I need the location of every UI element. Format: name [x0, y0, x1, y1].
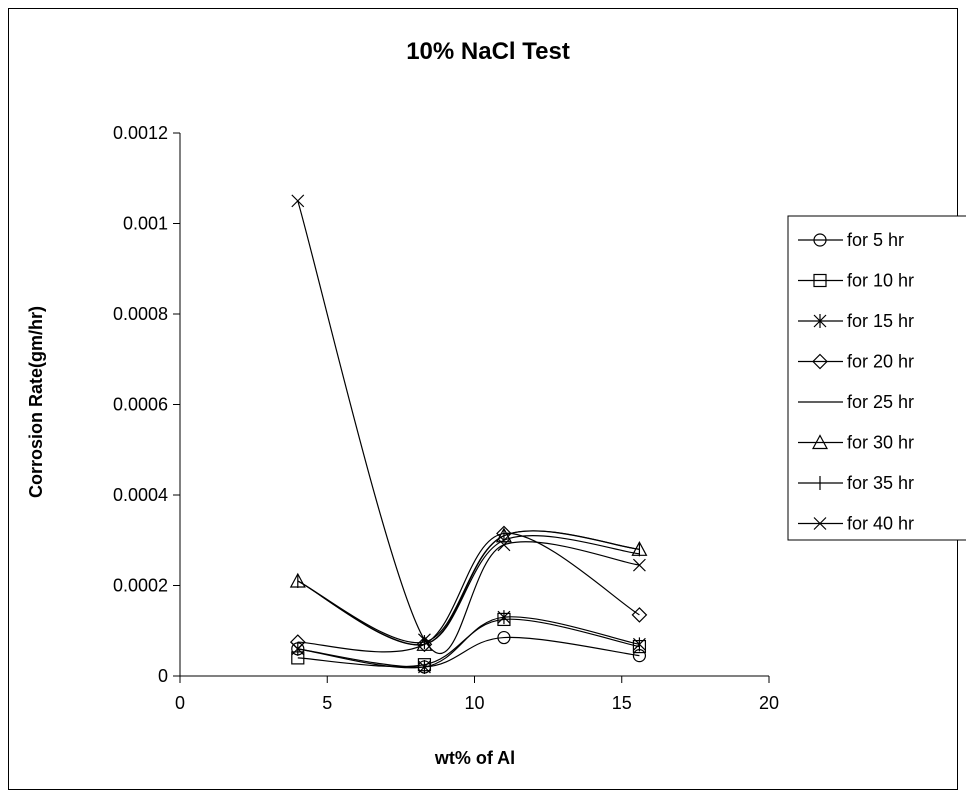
series-line [297, 616, 640, 669]
y-tick-label: 0.0008 [113, 304, 168, 324]
legend-label: for 35 hr [847, 473, 914, 493]
legend-item: for 10 hr [798, 271, 914, 291]
legend-item: for 30 hr [798, 433, 914, 453]
legend-item: for 35 hr [798, 473, 914, 493]
legend-label: for 40 hr [847, 514, 914, 534]
data-point-diamond [416, 636, 433, 653]
legend-label: for 25 hr [847, 392, 914, 412]
legend-marker-square [813, 273, 827, 288]
data-point-circle [497, 630, 511, 645]
legend-label: for 5 hr [847, 230, 904, 250]
data-point-diamond [289, 634, 306, 650]
legend-label: for 10 hr [847, 271, 914, 291]
y-tick-label: 0.0002 [113, 576, 168, 596]
series-8 [291, 194, 646, 654]
y-tick-label: 0.0006 [113, 395, 168, 415]
series-3 [291, 610, 646, 674]
data-point-x [497, 538, 511, 552]
legend-marker-x [813, 517, 827, 530]
x-axis-label: wt% of Al [434, 748, 515, 768]
data-point-asterisk [497, 610, 511, 625]
legend: for 5 hr for 10 hr for 15 hr for 20 hr for … [787, 215, 966, 541]
y-tick-label: 0.0012 [113, 123, 168, 143]
legend-label: for 30 hr [847, 433, 914, 453]
chart-title: 10% NaCl Test [406, 38, 570, 65]
series-line [297, 530, 640, 644]
legend-item: for 40 hr [798, 514, 914, 534]
series-4 [289, 525, 648, 653]
legend-item: for 20 hr [798, 352, 914, 372]
series-7 [297, 528, 641, 650]
series-line [297, 200, 640, 654]
x-tick-label: 0 [175, 693, 185, 713]
y-tick-label: 0.0004 [113, 485, 168, 505]
data-point-asterisk [418, 659, 431, 674]
data-point-asterisk [632, 637, 646, 652]
legend-label: for 20 hr [847, 352, 914, 372]
x-tick-label: 5 [322, 693, 332, 713]
data-point-x [291, 194, 305, 208]
series-2 [291, 612, 647, 672]
y-axis-label: Corrosion Rate(gm/hr) [26, 306, 46, 498]
x-tick-label: 15 [612, 693, 632, 713]
y-tick-label: 0.001 [123, 214, 168, 234]
legend-marker-circle [813, 233, 827, 247]
legend-marker-triangle [811, 434, 829, 450]
data-point-x [418, 633, 431, 647]
legend-marker-asterisk [813, 314, 827, 328]
data-point-x [632, 558, 646, 572]
legend-box [787, 215, 966, 541]
x-tick-label: 20 [759, 693, 779, 713]
y-tick-label: 0 [158, 666, 168, 686]
legend-label: for 15 hr [847, 311, 914, 331]
series-line [297, 532, 640, 653]
legend-item: for 15 hr [798, 311, 914, 331]
series-line [297, 530, 640, 646]
legend-marker-diamond [812, 353, 828, 370]
x-tick-label: 10 [464, 693, 484, 713]
legend-item: for 5 hr [798, 230, 904, 250]
plot-area [289, 194, 648, 674]
series-line [297, 636, 640, 668]
legend-item: for 25 hr [798, 392, 914, 412]
series-1 [291, 630, 647, 674]
axes: 0 0.0002 0.0004 0.0006 0.0008 0.001 0.0012 0 5 10… [113, 123, 779, 713]
data-point-diamond [631, 607, 648, 623]
